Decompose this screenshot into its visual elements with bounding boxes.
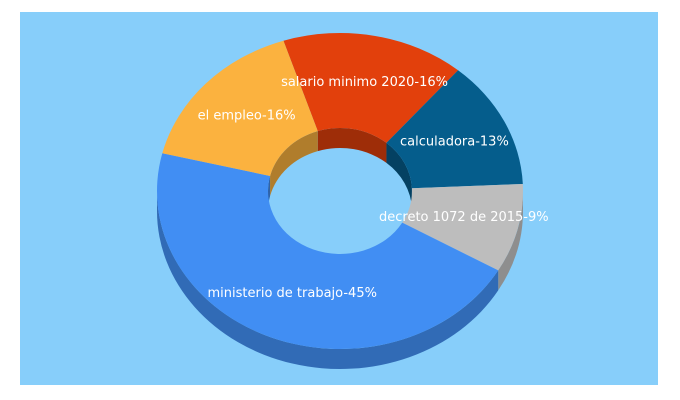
slice-inner-side [386,142,412,209]
slice-outer-side [498,191,523,291]
slice-label: ministerio de trabajo-45% [208,286,377,301]
slice [386,70,523,189]
slice-label: el empleo-16% [198,108,296,123]
slice-inner-side [317,127,387,163]
slice-inner-side [270,131,318,196]
slice-label: calculadora-13% [400,135,509,150]
slice-label: salario minimo 2020-16% [281,75,448,90]
slice [162,40,318,176]
slice [157,153,499,349]
slice [283,33,459,143]
slice [402,183,523,271]
slice-label: decreto 1072 de 2015-9% [379,210,549,225]
